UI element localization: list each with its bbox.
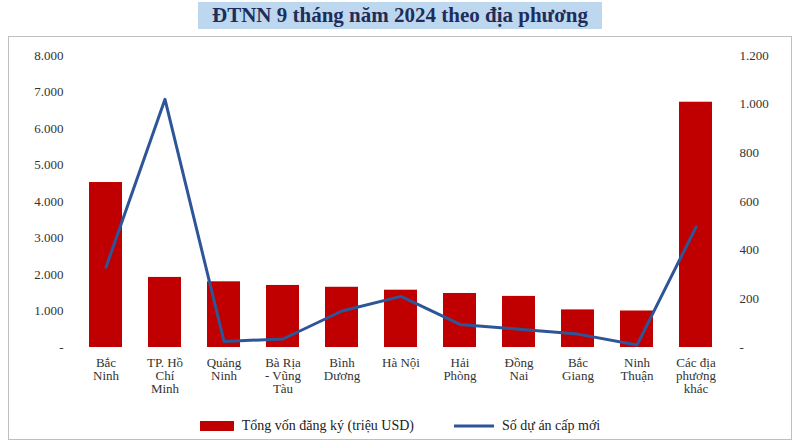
svg-text:6.000: 6.000	[34, 121, 63, 136]
html-text:Số dự án cấp mới: Số dự án cấp mới	[502, 418, 601, 433]
svg-text:1.200: 1.200	[740, 48, 769, 63]
svg-text:HảiPhòng: HảiPhòng	[443, 355, 477, 383]
svg-text:3.000: 3.000	[34, 230, 63, 245]
svg-text:Các địaphươngkhác: Các địaphươngkhác	[676, 355, 716, 396]
svg-text:BắcNinh: BắcNinh	[93, 355, 120, 383]
svg-text:Bà Rịa- VũngTàu: Bà Rịa- VũngTàu	[265, 355, 302, 396]
html-text:ĐTNN 9 tháng năm 2024 theo địa: ĐTNN 9 tháng năm 2024 theo địa phương	[212, 3, 588, 27]
svg-text:2.000: 2.000	[34, 267, 63, 282]
svg-text:200: 200	[740, 291, 760, 306]
svg-text:-: -	[59, 340, 63, 355]
svg-text:QuảngNinh: QuảngNinh	[207, 355, 242, 383]
svg-text:600: 600	[740, 194, 760, 209]
svg-text:5.000: 5.000	[34, 157, 63, 172]
svg-text:1.000: 1.000	[34, 303, 63, 318]
svg-text:-: -	[740, 340, 744, 355]
svg-text:BắcGiang: BắcGiang	[562, 355, 594, 383]
svg-text:NinhThuận: NinhThuận	[620, 355, 654, 383]
svg-text:4.000: 4.000	[34, 194, 63, 209]
svg-text:1.000: 1.000	[740, 96, 769, 111]
svg-text:TP. HồChíMinh: TP. HồChíMinh	[147, 355, 183, 396]
svg-text:7.000: 7.000	[34, 84, 63, 99]
svg-text:Hà Nội: Hà Nội	[382, 355, 420, 370]
svg-text:400: 400	[740, 242, 760, 257]
svg-text:800: 800	[740, 145, 760, 160]
svg-text:8.000: 8.000	[34, 48, 63, 63]
svg-text:ĐồngNai: ĐồngNai	[505, 355, 534, 383]
html-text:Tổng vốn đăng ký (triệu USD): Tổng vốn đăng ký (triệu USD)	[241, 418, 414, 433]
svg-text:BìnhDương: BìnhDương	[324, 355, 361, 383]
